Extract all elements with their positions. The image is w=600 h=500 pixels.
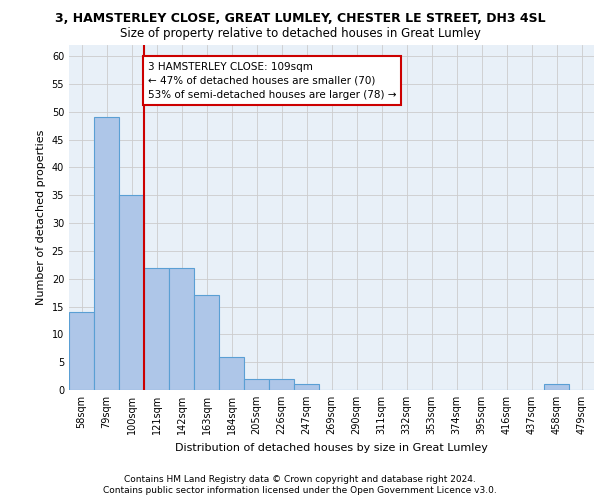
X-axis label: Distribution of detached houses by size in Great Lumley: Distribution of detached houses by size … (175, 442, 488, 452)
Text: 3 HAMSTERLEY CLOSE: 109sqm
← 47% of detached houses are smaller (70)
53% of semi: 3 HAMSTERLEY CLOSE: 109sqm ← 47% of deta… (148, 62, 396, 100)
Bar (119, 195, 144, 390)
Text: Contains HM Land Registry data © Crown copyright and database right 2024.: Contains HM Land Registry data © Crown c… (124, 475, 476, 484)
Bar (244, 379, 269, 390)
Bar (169, 268, 194, 390)
Bar (94, 118, 119, 390)
Text: 3, HAMSTERLEY CLOSE, GREAT LUMLEY, CHESTER LE STREET, DH3 4SL: 3, HAMSTERLEY CLOSE, GREAT LUMLEY, CHEST… (55, 12, 545, 26)
Bar (144, 268, 169, 390)
Text: Contains public sector information licensed under the Open Government Licence v3: Contains public sector information licen… (103, 486, 497, 495)
Bar (194, 296, 219, 390)
Bar (269, 379, 294, 390)
Bar (544, 384, 569, 390)
Bar (294, 384, 319, 390)
Bar (69, 312, 94, 390)
Bar (219, 356, 244, 390)
Text: Size of property relative to detached houses in Great Lumley: Size of property relative to detached ho… (119, 28, 481, 40)
Y-axis label: Number of detached properties: Number of detached properties (36, 130, 46, 305)
